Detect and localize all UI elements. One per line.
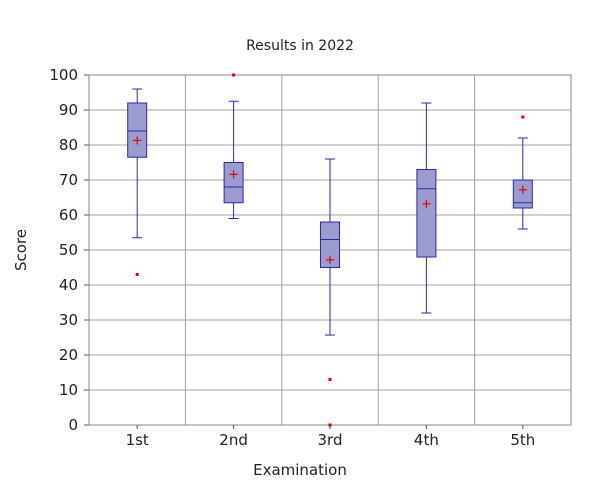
mean-marker	[229, 170, 238, 179]
box-4th	[416, 169, 437, 258]
y-tick-label: 70	[59, 171, 78, 189]
outlier-point	[328, 378, 332, 381]
outlier-point	[135, 273, 139, 276]
x-tick-label: 3rd	[318, 431, 343, 449]
y-axis-label: Score	[12, 229, 30, 271]
y-tick-label: 50	[59, 241, 78, 259]
y-tick-label: 20	[59, 346, 78, 364]
box-2nd	[223, 162, 244, 204]
y-tick-label: 0	[68, 416, 78, 434]
y-tick-label: 60	[59, 206, 78, 224]
mean-marker	[133, 136, 142, 145]
y-tick-label: 80	[59, 136, 78, 154]
x-tick-label: 2nd	[219, 431, 248, 449]
box-1st	[127, 102, 148, 158]
plot-area: 0 10 20 30 40 50 60 70 80 90 100 1st 2nd 3rd 4th 5th	[49, 66, 572, 449]
y-tick-label: 90	[59, 101, 78, 119]
mean-marker	[422, 199, 431, 208]
box-3rd	[320, 221, 340, 268]
y-tick-label: 40	[59, 276, 78, 294]
outlier-point	[232, 73, 236, 77]
x-tick-label: 4th	[414, 431, 439, 449]
x-tick-label: 1st	[126, 431, 149, 449]
x-axis-label: Examination	[253, 461, 347, 479]
y-tick-label: 30	[59, 311, 78, 329]
mean-marker	[326, 255, 334, 264]
x-tick-label: 5th	[510, 431, 535, 449]
mean-marker	[518, 185, 527, 194]
outlier-point	[328, 423, 332, 427]
box-5th	[512, 179, 533, 209]
y-tick-label: 100	[49, 66, 78, 84]
y-tick-label: 10	[59, 381, 78, 399]
outlier-point	[521, 115, 525, 119]
chart-title: Results in 2022	[246, 38, 354, 54]
